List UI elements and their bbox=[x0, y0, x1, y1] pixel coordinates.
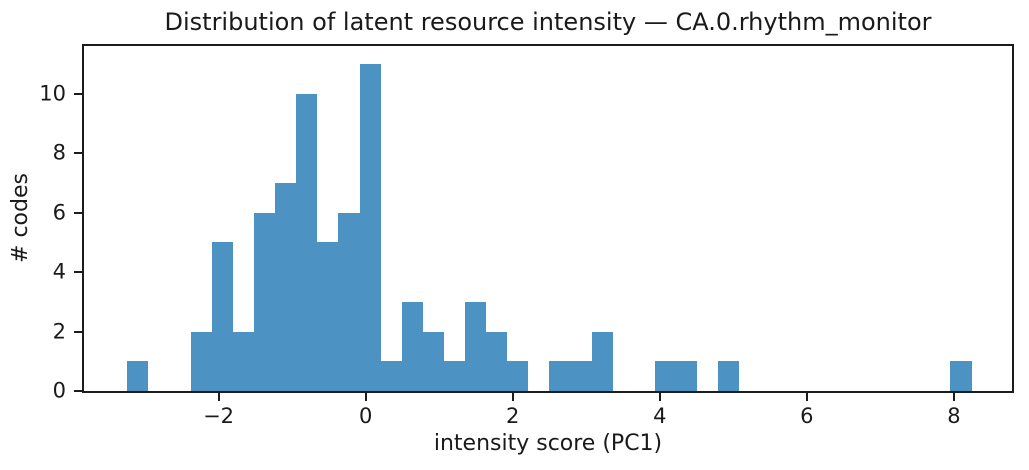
histogram-bar bbox=[254, 212, 276, 391]
y-tick-label: 6 bbox=[52, 200, 66, 225]
histogram-bar bbox=[465, 301, 487, 391]
x-tick-label: 2 bbox=[506, 404, 520, 428]
histogram-bar bbox=[338, 212, 360, 391]
y-tick-mark bbox=[74, 152, 82, 155]
x-tick-mark bbox=[952, 393, 955, 401]
histogram-bar bbox=[127, 361, 149, 391]
y-tick-label: 2 bbox=[52, 319, 66, 344]
histogram-bar bbox=[486, 331, 508, 391]
histogram-bar bbox=[190, 331, 212, 391]
x-tick-mark bbox=[217, 393, 220, 401]
histogram-bar bbox=[676, 361, 698, 391]
chart-title: Distribution of latent resource intensit… bbox=[164, 8, 932, 36]
histogram-bar bbox=[275, 182, 297, 391]
y-tick-mark bbox=[74, 92, 82, 95]
x-tick-mark bbox=[511, 393, 514, 401]
histogram-bar bbox=[380, 361, 402, 391]
x-tick-label: 6 bbox=[800, 404, 814, 428]
y-tick-mark bbox=[74, 330, 82, 333]
histogram-bar bbox=[296, 93, 318, 391]
histogram-bar bbox=[211, 242, 233, 391]
x-tick-label: 4 bbox=[653, 404, 667, 428]
x-tick-mark bbox=[658, 393, 661, 401]
x-tick-label: 0 bbox=[358, 404, 373, 428]
y-tick-label: 8 bbox=[52, 140, 66, 165]
histogram-bar bbox=[317, 242, 339, 391]
y-tick-mark bbox=[74, 390, 82, 392]
histogram-bar bbox=[359, 63, 381, 391]
y-tick-label: 0 bbox=[52, 378, 66, 403]
histogram-bar bbox=[422, 331, 444, 391]
x-tick-label: −2 bbox=[203, 404, 235, 428]
y-tick-label: 10 bbox=[39, 81, 66, 106]
y-tick-label: 4 bbox=[52, 259, 66, 284]
plot-area bbox=[82, 44, 1014, 393]
x-tick-label: 8 bbox=[947, 404, 961, 428]
histogram-bar bbox=[654, 361, 677, 391]
y-tick-mark bbox=[74, 211, 82, 214]
histogram-bar bbox=[570, 361, 592, 391]
histogram-bar bbox=[443, 361, 466, 391]
histogram-bar bbox=[591, 331, 613, 391]
histogram-bar bbox=[401, 301, 423, 391]
x-tick-mark bbox=[364, 393, 367, 401]
histogram-bar bbox=[507, 361, 529, 391]
histogram-bar bbox=[549, 361, 571, 391]
histogram-bar bbox=[950, 361, 972, 391]
histogram-bar bbox=[718, 361, 740, 391]
x-tick-mark bbox=[805, 393, 808, 401]
y-tick-mark bbox=[74, 271, 82, 274]
x-axis-label: intensity score (PC1) bbox=[433, 431, 663, 456]
histogram-bar bbox=[232, 331, 254, 391]
